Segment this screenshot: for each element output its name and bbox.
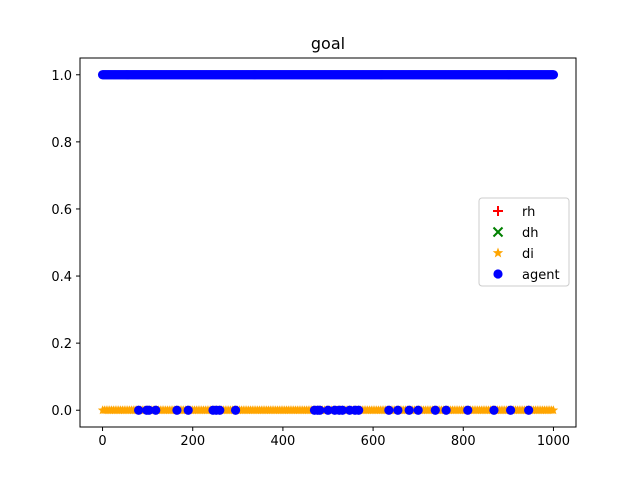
y-axis: 0.0 0.2 0.4 0.6 0.8 1.0 bbox=[51, 69, 80, 419]
y-tick-label: 0.2 bbox=[51, 337, 72, 352]
agent-point bbox=[215, 405, 225, 415]
legend: rh dh di agent bbox=[478, 197, 570, 287]
y-tick-label: 0.0 bbox=[51, 404, 72, 419]
agent-point bbox=[230, 405, 241, 415]
x-tick-label: 0 bbox=[98, 434, 106, 449]
legend-marker-x bbox=[492, 226, 504, 238]
agent-point bbox=[144, 405, 154, 415]
agent-point bbox=[430, 405, 440, 415]
y-tick-label: 0.6 bbox=[51, 203, 72, 218]
x-tick-label: 400 bbox=[270, 434, 295, 449]
legend-entry-di: di bbox=[492, 247, 534, 262]
y-tick-label: 0.4 bbox=[51, 270, 72, 285]
legend-label: dh bbox=[522, 226, 539, 241]
x-tick-label: 600 bbox=[361, 434, 386, 449]
agent-point bbox=[183, 405, 193, 415]
legend-frame bbox=[478, 197, 570, 287]
agent-point bbox=[151, 405, 161, 415]
series-agent bbox=[97, 70, 559, 415]
agent-point bbox=[506, 405, 516, 415]
agent-point bbox=[441, 405, 451, 415]
chart-title: goal bbox=[311, 34, 345, 53]
agent-point bbox=[463, 405, 473, 415]
agent-point bbox=[413, 405, 423, 415]
legend-entry-dh: dh bbox=[492, 226, 539, 241]
agent-point bbox=[404, 405, 414, 415]
agent-point bbox=[323, 405, 333, 415]
agent-point bbox=[384, 405, 394, 415]
legend-entry-agent: agent bbox=[493, 268, 560, 283]
y-tick-label: 0.8 bbox=[51, 136, 72, 151]
legend-label: di bbox=[522, 247, 534, 262]
agent-point bbox=[489, 405, 499, 415]
legend-label: rh bbox=[522, 205, 535, 220]
x-axis: 0 200 400 600 800 1000 bbox=[98, 427, 570, 449]
agent-point bbox=[172, 405, 182, 415]
agent-point bbox=[548, 70, 559, 80]
plot-marks bbox=[97, 70, 559, 415]
x-tick-label: 200 bbox=[180, 434, 205, 449]
legend-marker-circle bbox=[493, 269, 503, 279]
axes-frame bbox=[79, 57, 577, 428]
agent-point bbox=[134, 405, 144, 415]
agent-point bbox=[354, 405, 364, 415]
legend-label: agent bbox=[522, 268, 560, 283]
agent-point bbox=[393, 405, 403, 415]
y-tick-label: 1.0 bbox=[51, 69, 72, 84]
x-tick-label: 800 bbox=[451, 434, 476, 449]
agent-point bbox=[524, 405, 534, 415]
agent-point bbox=[337, 405, 348, 415]
x-tick-label: 1000 bbox=[537, 434, 570, 449]
legend-marker-star bbox=[492, 247, 504, 258]
di-point bbox=[548, 405, 559, 415]
legend-entry-rh: rh bbox=[493, 205, 535, 220]
agent-point bbox=[315, 405, 325, 415]
